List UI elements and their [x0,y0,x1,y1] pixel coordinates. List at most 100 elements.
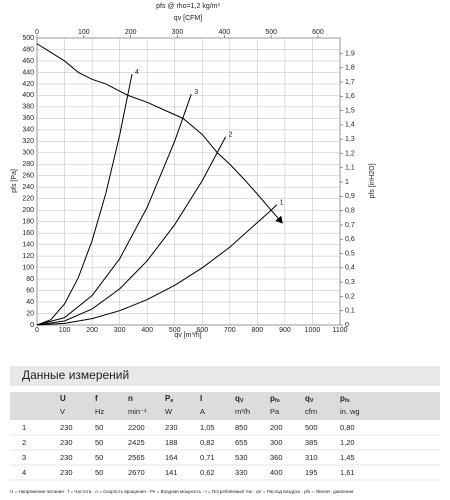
header-sub: e [170,398,173,404]
y2-tick-label: 0,7 [345,222,355,229]
x-tick-label: 800 [252,327,264,334]
table-cell: 850 [235,423,248,432]
curve [36,204,277,326]
y2-tick-label: 1,1 [345,165,355,172]
table-cell: 300 [270,438,283,447]
y2-tick-label: 1,8 [345,65,355,72]
header-main: q [235,394,240,403]
table-cell: 1,05 [200,423,215,432]
y-tick-label: 220 [22,196,34,203]
column-unit: in. wg [340,407,360,416]
x-tick-label: 600 [196,327,208,334]
table-cell: 50 [95,453,103,462]
x2-tick-label: 500 [265,29,277,36]
table-cell: 0,71 [200,453,215,462]
header-main: U [60,394,66,403]
y2-tick-label: 0,1 [345,308,355,315]
y-tick-label: 400 [22,92,34,99]
header-main: p [340,394,345,403]
table-cell: 50 [95,468,103,477]
x2-tick-label: 300 [172,29,184,36]
y-tick-label: 340 [22,127,34,134]
y-tick-label: 320 [22,138,34,145]
y2-tick-label: 1,5 [345,107,355,114]
table-cell: 1,20 [340,438,355,447]
y-tick-label: 80 [26,276,34,283]
column-unit: m³/h [235,407,250,416]
table-cell: 164 [165,453,178,462]
y-tick-label: 40 [26,299,34,306]
curve-label: 3 [194,89,198,96]
y2-tick-label: 1,3 [345,136,355,143]
table-cell: 230 [60,453,73,462]
y2-tick-label: 0,5 [345,250,355,257]
y-tick-label: 140 [22,241,34,248]
plot-frame [36,37,341,326]
x2-tick-label: 400 [218,29,230,36]
table-cell: 50 [95,423,103,432]
table-cell: 1,61 [340,468,355,477]
y-axis-label: pfs [Pa] [11,169,18,193]
table-cell: 3 [22,453,26,462]
y2-tick-label: 0 [345,322,349,329]
column-header: pfs [340,394,350,404]
curve-label: 4 [135,69,139,76]
y2-tick-label: 0,2 [345,293,355,300]
table-cell: 385 [305,438,318,447]
curve [36,136,227,326]
header-main: f [95,394,98,403]
y-tick-label: 300 [22,150,34,157]
header-sub: V [240,398,244,404]
table-cell: 50 [95,438,103,447]
table-cell: 230 [165,423,178,432]
column-unit: W [165,407,173,416]
table-cell: 0,80 [340,423,355,432]
table-cell: 2670 [128,468,145,477]
column-header: U [60,394,66,403]
footnote: U = Напряжение питания · f = Частота · n… [10,488,354,494]
y2-tick-label: 0,8 [345,208,355,215]
curve [36,43,283,224]
x-tick-label: 1100 [332,327,347,334]
column-unit: V [60,407,65,416]
x2-axis-label: qv [CFM] [174,15,202,22]
header-main: q [305,394,310,403]
table-cell: 330 [235,468,248,477]
column-header: qV [235,394,244,404]
y-tick-label: 500 [22,35,34,42]
x2-tick-label: 0 [35,29,39,36]
y-tick-label: 180 [22,219,34,226]
y2-tick-label: 0,6 [345,236,355,243]
x-tick-label: 300 [114,327,126,334]
column-header: n [128,394,133,403]
y2-axis-label: pfs [inH2O] [369,163,376,198]
header-main: I [200,394,202,403]
y-tick-label: 360 [22,115,34,122]
x-tick-label: 900 [279,327,291,334]
table-cell: 1 [22,423,26,432]
y-tick-label: 380 [22,104,34,111]
y-tick-label: 160 [22,230,34,237]
header-main: n [128,394,133,403]
curve-label: 2 [229,132,233,139]
column-unit: Hz [95,407,104,416]
table-cell: 530 [235,453,248,462]
table-cell: 310 [305,453,318,462]
x-tick-label: 200 [86,327,98,334]
y-tick-label: 20 [26,310,34,317]
column-header: f [95,394,98,403]
column-unit: min⁻¹ [128,407,147,416]
column-unit: Pa [270,407,280,416]
table-cell: 0,62 [200,468,215,477]
x2-tick-label: 600 [312,29,324,36]
table-cell: 230 [60,423,73,432]
y2-tick-label: 0,4 [345,265,355,272]
curve [36,73,133,326]
table-cell: 195 [305,468,318,477]
y2-tick-label: 1,9 [345,50,355,57]
y2-tick-label: 1,7 [345,79,355,86]
table-cell: 200 [270,423,283,432]
y-tick-label: 0 [30,322,34,329]
table-cell: 141 [165,468,178,477]
